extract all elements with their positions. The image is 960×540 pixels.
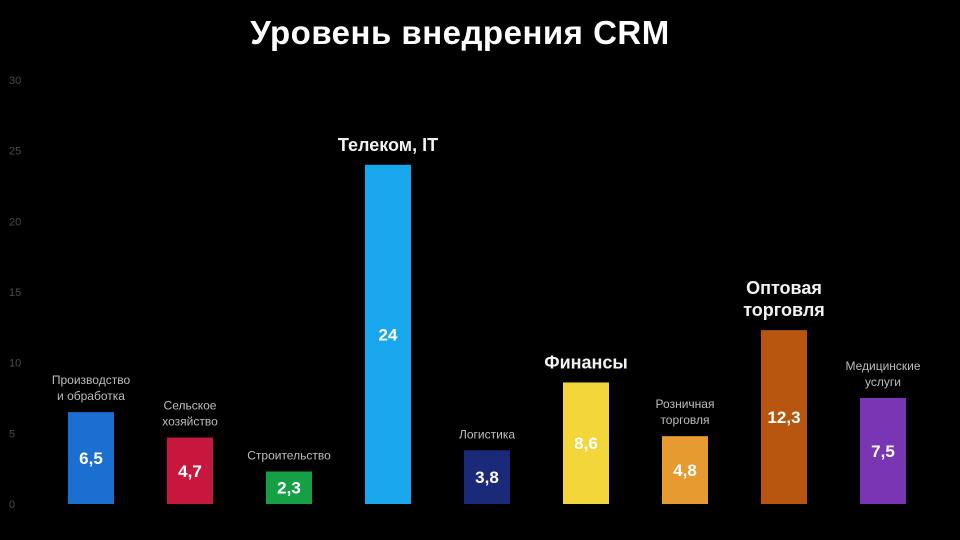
chart-title: Уровень внедрения CRM bbox=[250, 14, 670, 51]
category-label: Розничная bbox=[656, 397, 715, 411]
y-tick-label: 20 bbox=[9, 216, 21, 228]
category-label: Оптовая bbox=[746, 278, 822, 298]
bar bbox=[563, 382, 609, 504]
bar bbox=[365, 164, 411, 505]
bar-value-label: 24 bbox=[379, 325, 398, 344]
category-label: Медицинские bbox=[845, 359, 920, 373]
y-tick-label: 15 bbox=[9, 287, 21, 299]
category-label: торговля bbox=[743, 300, 825, 320]
category-label: Логистика bbox=[459, 427, 515, 441]
bar bbox=[860, 398, 906, 504]
category-label: торговля bbox=[660, 413, 709, 427]
y-axis-ticks: 0 5 10 15 20 25 30 bbox=[9, 75, 21, 511]
y-tick-label: 30 bbox=[9, 75, 21, 87]
bar-value-label: 2,3 bbox=[277, 479, 301, 498]
bar-value-label: 12,3 bbox=[767, 408, 800, 427]
bar bbox=[266, 471, 312, 504]
category-label: Производство bbox=[52, 373, 131, 387]
y-tick-label: 25 bbox=[9, 146, 21, 158]
category-label: Финансы bbox=[544, 352, 628, 372]
bar-value-label: 4,8 bbox=[673, 461, 697, 480]
bar-value-label: 3,8 bbox=[475, 468, 499, 487]
bar bbox=[662, 436, 708, 504]
bar-value-label: 8,6 bbox=[574, 434, 598, 453]
category-label: хозяйство bbox=[162, 415, 218, 429]
bar-value-label: 6,5 bbox=[79, 449, 103, 468]
category-label: Строительство bbox=[247, 448, 331, 462]
category-label: услуги bbox=[865, 375, 901, 389]
bars-group: 6,5 Производство и обработка 4,7 Сельское хоз… bbox=[52, 135, 921, 505]
y-tick-label: 5 bbox=[9, 428, 15, 440]
bar bbox=[761, 330, 807, 504]
bar-value-label: 4,7 bbox=[178, 462, 202, 481]
y-tick-label: 10 bbox=[9, 358, 21, 370]
bar-value-label: 7,5 bbox=[871, 442, 895, 461]
category-label: Телеком, IT bbox=[338, 135, 438, 155]
category-label: Сельское bbox=[164, 399, 217, 413]
bar bbox=[68, 412, 114, 504]
bar bbox=[167, 437, 213, 504]
category-label: и обработка bbox=[57, 389, 125, 403]
bar bbox=[464, 450, 510, 504]
y-tick-label: 0 bbox=[9, 499, 15, 511]
